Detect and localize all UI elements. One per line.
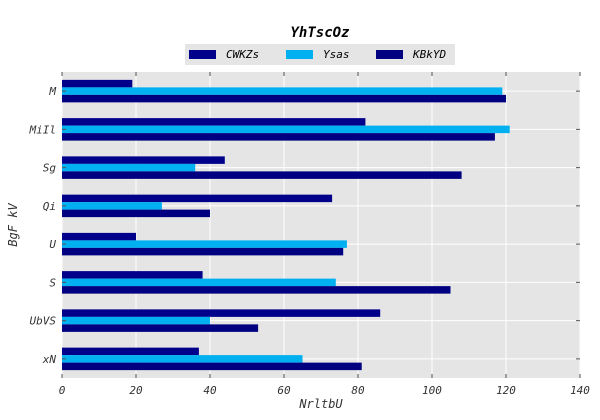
legend-box [185,44,455,65]
bar-kbkyd-s [62,286,451,294]
bar-kbkyd-xn [62,362,362,371]
bar-ysas-u [62,240,347,248]
y-tick-label: Qi [43,200,56,213]
bar-ysas-xn [62,355,303,363]
bar-ysas-ubvs [62,316,210,325]
bar-kbkyd-qi [62,209,210,218]
bar-ysas-sg [62,163,196,172]
legend-swatch-cwkzs [189,50,216,59]
y-tick-label: Sg [43,162,57,175]
bar-kbkyd-sg [62,171,462,179]
legend: CWKZs Ysas KBkYD [185,44,455,65]
bar-cwkzs-ubvs [62,309,381,317]
x-tick-label: 20 [129,384,143,397]
bar-ysas-qi [62,202,162,210]
x-tick-label: 40 [203,384,217,397]
bar-kbkyd-ubvs [62,324,259,332]
y-tick-label: U [49,238,56,251]
x-tick-label: 120 [496,384,516,397]
y-tick-label: UbVS [30,315,57,328]
bar-ysas-miil [62,125,510,134]
x-axis-label: NrltbU [298,397,343,411]
x-tick-label: 140 [570,384,590,397]
y-axis-label: BgF kV [6,203,20,247]
legend-label-cwkzs: CWKZs [226,48,259,61]
bars [62,79,510,371]
bar-cwkzs-u [62,232,136,241]
bar-cwkzs-miil [62,118,366,126]
axis-ticks: 0 20 40 60 80 100 120 140 M MiIl Sg Qi U S UbVS xN [29,72,590,397]
legend-swatch-ysas [286,50,313,59]
chart-title: YhTscOz [290,25,350,41]
bar-kbkyd-miil [62,133,495,141]
bar-kbkyd-u [62,247,344,256]
legend-label-kbkyd: KBkYD [412,48,446,61]
y-tick-label: S [49,276,56,289]
bar-cwkzs-s [62,271,203,279]
bar-cwkzs-qi [62,194,333,203]
x-tick-label: 100 [422,384,442,397]
bar-ysas-s [62,278,336,287]
legend-swatch-kbkyd [376,50,403,59]
x-tick-label: 60 [277,384,291,397]
bar-cwkzs-sg [62,156,225,164]
plot-area [62,72,580,378]
x-tick-label: 80 [351,384,365,397]
y-tick-label: xN [42,353,57,366]
bar-cwkzs-xn [62,347,199,356]
bar-kbkyd-m [62,94,506,103]
legend-label-ysas: Ysas [323,48,350,61]
bar-ysas-m [62,87,503,95]
bar-cwkzs-m [62,79,133,88]
y-tick-label: MiIl [29,123,57,136]
y-tick-label: M [48,85,56,98]
x-tick-label: 0 [59,384,66,397]
